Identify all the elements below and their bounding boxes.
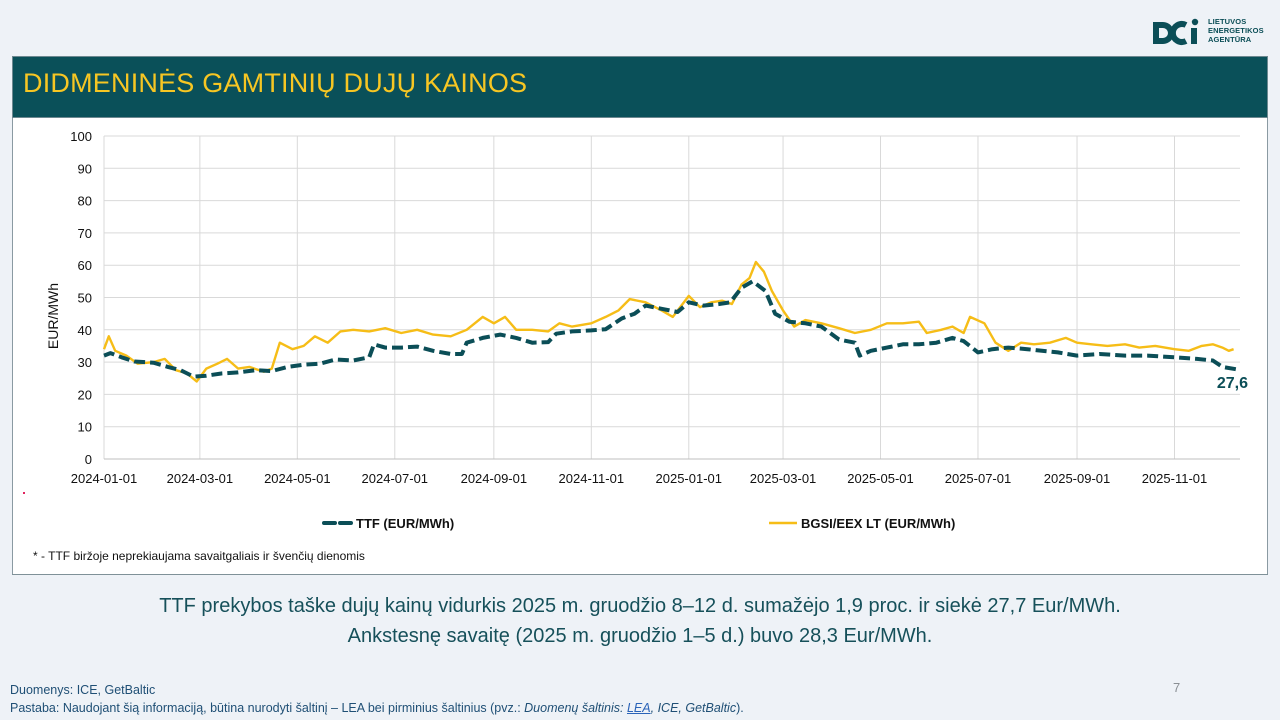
y-axis-label: EUR/MWh xyxy=(45,283,61,349)
x-tick-label: 2024-03-01 xyxy=(167,471,234,486)
page-number: 7 xyxy=(1173,680,1181,695)
title-bar: DIDMENINĖS GAMTINIŲ DUJŲ KAINOS xyxy=(12,56,1268,118)
logo-line-2: ENERGETIKOS xyxy=(1208,26,1264,35)
summary-line-2: Ankstesnę savaitę (2025 m. gruodžio 1–5 … xyxy=(347,625,933,647)
lea-logo: LIETUVOS ENERGETIKOS AGENTŪRA xyxy=(1150,16,1270,52)
bgsi-series-line xyxy=(102,260,1234,383)
y-tick-label: 10 xyxy=(78,420,92,435)
usage-note-italic-rest: , ICE, GetBaltic xyxy=(650,701,737,715)
x-tick-label: 2025-07-01 xyxy=(945,471,1012,486)
usage-note-italic: Duomenų šaltinis: xyxy=(524,701,627,715)
x-tick-label: 2025-05-01 xyxy=(847,471,914,486)
slide-title: DIDMENINĖS GAMTINIŲ DUJŲ KAINOS xyxy=(23,68,528,98)
usage-note-suffix: ). xyxy=(736,701,744,715)
x-tick-label: 2025-01-01 xyxy=(656,471,723,486)
ttf-end-value-label: 27,6 xyxy=(1217,375,1248,392)
ttf-legend-label: TTF (EUR/MWh) xyxy=(356,516,454,531)
usage-note-prefix: Pastaba: Naudojant šią informaciją, būti… xyxy=(10,701,525,715)
x-tick-label: 2025-03-01 xyxy=(750,471,817,486)
lea-logo-text: LIETUVOS ENERGETIKOS AGENTŪRA xyxy=(1208,17,1264,44)
y-tick-label: 20 xyxy=(78,387,92,402)
slide-frame xyxy=(12,56,1268,672)
y-tick-label: 80 xyxy=(78,194,92,209)
logo-line-3: AGENTŪRA xyxy=(1208,35,1252,44)
price-line-chart: 0 10 20 30 40 50 60 70 80 90 100 2024-01-01 2024-03-… xyxy=(23,129,1248,563)
chart-grid xyxy=(103,135,1240,460)
footnote: * - TTF biržoje neprekiaujama savaitgali… xyxy=(33,549,365,563)
y-tick-label: 60 xyxy=(78,258,92,273)
y-tick-label: 100 xyxy=(70,129,92,144)
ttf-series-line xyxy=(103,279,1241,379)
chart-axes: 0 10 20 30 40 50 60 70 80 90 100 2024-01-01 2024-03-… xyxy=(70,129,1240,486)
chart-legend: TTF (EUR/MWh) BGSI/EEX LT (EUR/MWh) xyxy=(322,516,955,531)
logo-line-1: LIETUVOS xyxy=(1208,17,1247,26)
summary-line-1: TTF prekybos taške dujų kainų vidurkis 2… xyxy=(159,595,1121,617)
bgsi-legend-label: BGSI/EEX LT (EUR/MWh) xyxy=(801,516,955,531)
y-tick-label: 50 xyxy=(78,291,92,306)
data-source: Duomenys: ICE, GetBaltic xyxy=(10,683,156,697)
y-tick-label: 40 xyxy=(78,323,92,338)
y-tick-label: 30 xyxy=(78,355,92,370)
x-tick-label: 2024-09-01 xyxy=(461,471,528,486)
x-tick-label: 2024-11-01 xyxy=(559,471,625,486)
chart-series: 27,6 xyxy=(102,260,1248,392)
small-red-marker xyxy=(23,492,25,494)
y-tick-label: 90 xyxy=(78,161,92,176)
x-tick-label: 2025-11-01 xyxy=(1142,471,1208,486)
y-tick-label: 0 xyxy=(85,452,92,467)
x-tick-label: 2024-07-01 xyxy=(362,471,429,486)
x-tick-label: 2025-09-01 xyxy=(1044,471,1111,486)
x-tick-label: 2024-01-01 xyxy=(71,471,138,486)
x-tick-label: 2024-05-01 xyxy=(264,471,331,486)
y-tick-label: 70 xyxy=(78,226,92,241)
usage-note: Pastaba: Naudojant šią informaciją, būti… xyxy=(10,701,744,715)
summary-box: TTF prekybos taške dujų kainų vidurkis 2… xyxy=(12,574,1268,672)
lea-link[interactable]: LEA xyxy=(626,701,651,715)
lea-logo-icon xyxy=(1153,18,1199,45)
